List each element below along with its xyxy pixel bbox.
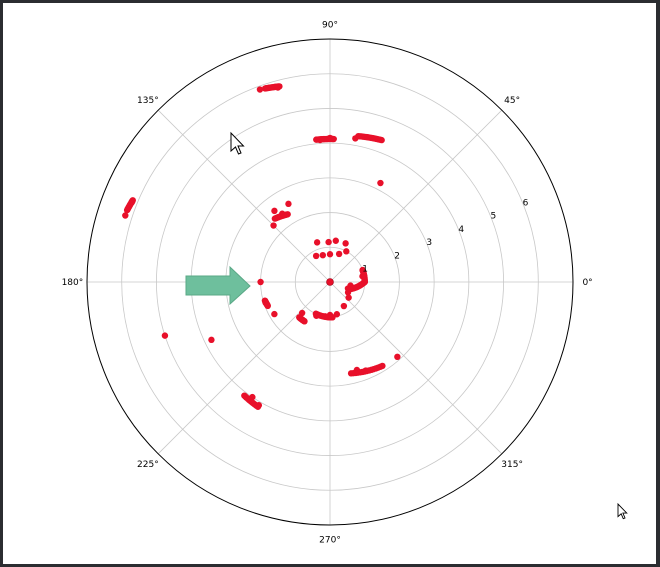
mouse-pointer-icon bbox=[617, 502, 628, 520]
axis-labels: 0° 45° 90° 135° 180° 225° 270° 315° 1 2 3 4 5 6 bbox=[62, 20, 593, 545]
data-point bbox=[262, 85, 269, 92]
polar-frame bbox=[86, 38, 574, 526]
data-point bbox=[257, 278, 264, 286]
angle-tick-label: 135° bbox=[137, 96, 159, 106]
radial-gridline bbox=[157, 281, 331, 455]
radial-gridline bbox=[329, 281, 503, 455]
right-arrow-icon bbox=[185, 265, 251, 306]
data-point bbox=[326, 251, 334, 258]
data-point bbox=[301, 318, 308, 325]
data-point bbox=[325, 238, 332, 246]
data-point bbox=[359, 266, 366, 274]
data-point bbox=[123, 206, 131, 214]
data-point bbox=[271, 310, 278, 318]
data-point bbox=[264, 302, 271, 310]
mouse-pointer-icon bbox=[230, 131, 245, 155]
data-point bbox=[256, 86, 264, 93]
angle-tick-label: 315° bbox=[501, 460, 523, 470]
data-point bbox=[394, 353, 401, 361]
angle-tick-label: 90° bbox=[322, 20, 338, 30]
radius-tick-label: 1 bbox=[362, 265, 368, 275]
data-point bbox=[342, 240, 349, 247]
data-point bbox=[122, 212, 129, 219]
angle-tick-label: 180° bbox=[62, 278, 84, 288]
data-point bbox=[343, 248, 350, 255]
data-point bbox=[285, 200, 292, 208]
data-point bbox=[271, 215, 279, 222]
data-point bbox=[254, 403, 262, 410]
data-point bbox=[319, 251, 327, 259]
data-point bbox=[161, 332, 169, 339]
plot-window: 0° 45° 90° 135° 180° 225° 270° 315° 1 2 3 4 5 6 bbox=[3, 3, 656, 564]
data-point bbox=[379, 362, 386, 370]
angle-tick-label: 270° bbox=[319, 536, 341, 546]
data-point bbox=[208, 336, 215, 344]
data-point bbox=[340, 302, 348, 310]
data-point bbox=[329, 314, 336, 321]
data-point bbox=[332, 237, 339, 244]
angle-tick-label: 45° bbox=[504, 96, 520, 106]
data-point bbox=[377, 179, 384, 187]
origin-point bbox=[326, 278, 334, 286]
data-point bbox=[345, 294, 352, 301]
data-point bbox=[271, 207, 278, 215]
radius-tick-label: 4 bbox=[458, 225, 464, 235]
radius-tick-label: 3 bbox=[426, 238, 432, 248]
data-point bbox=[313, 239, 321, 246]
angle-tick-label: 0° bbox=[582, 278, 592, 288]
angle-tick-label: 225° bbox=[137, 460, 159, 470]
radius-tick-label: 6 bbox=[523, 198, 529, 208]
data-point bbox=[312, 252, 320, 260]
radius-gridline bbox=[156, 108, 504, 456]
polar-plot: 0° 45° 90° 135° 180° 225° 270° 315° 1 2 3 4 5 6 bbox=[62, 20, 628, 546]
data-point bbox=[313, 136, 320, 143]
radius-gridline bbox=[121, 73, 539, 491]
radial-gridline bbox=[157, 109, 331, 283]
data-point bbox=[270, 222, 277, 229]
scatter-points bbox=[122, 83, 401, 410]
data-point bbox=[335, 250, 343, 258]
data-point bbox=[355, 132, 362, 140]
radius-tick-label: 2 bbox=[394, 251, 400, 261]
radius-tick-label: 5 bbox=[490, 212, 496, 222]
radial-gridline bbox=[329, 109, 503, 283]
